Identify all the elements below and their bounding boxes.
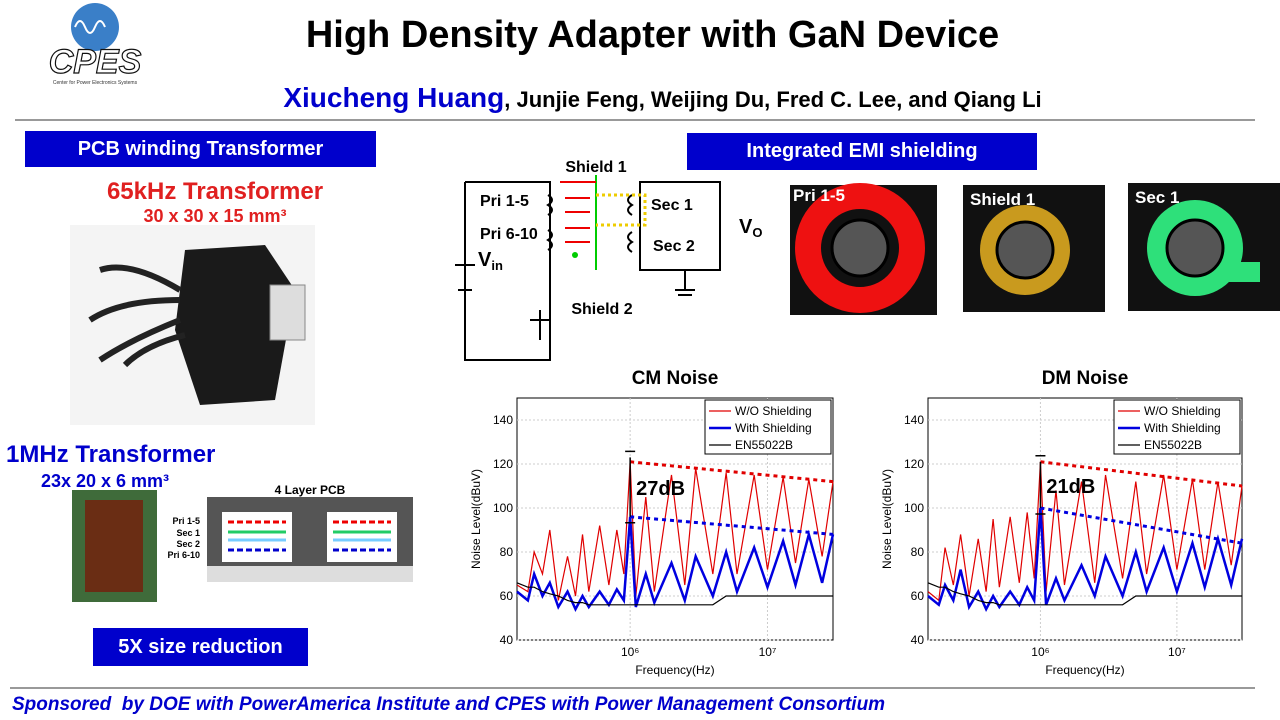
y-axis-label: Noise Level(dBuV) [880,469,894,569]
annotation-text: 27dB [636,478,685,500]
pcb-transformer [85,500,143,592]
arrow-head [1035,455,1046,515]
logo-wave [74,20,106,34]
x-tick-label: 10⁷ [759,645,777,659]
pri-winding [795,183,925,313]
core-hole [1165,218,1225,278]
layer-label: Sec 1 [176,528,200,538]
x-tick-label: 10⁶ [621,645,639,659]
y-tick-label: 80 [500,545,514,559]
sec-tab [1215,262,1260,282]
footer-text: Sponsored by DOE with PowerAmerica Insti… [12,694,886,715]
pcb-window [327,512,397,562]
slide-title: High Density Adapter with GaN Device [305,14,1000,56]
transformer-core [175,245,295,405]
trend-line [1040,506,1243,545]
layer-label: Sec 2 [176,539,200,549]
legend-label: EN55022B [1144,438,1202,452]
data-line [516,582,833,606]
y-tick-label: 140 [904,413,924,427]
chart-title: CM Noise [632,368,719,389]
vin-main: V [478,249,492,271]
y-tick-label: 100 [493,501,513,515]
transformer-pins [269,284,306,341]
vo-sub: O [752,225,762,240]
noise-arrows [565,197,590,243]
pcb-base [207,566,413,582]
chart-title: DM Noise [1042,368,1129,389]
core-hole [830,218,890,278]
legend-label: W/O Shielding [735,404,812,418]
y-tick-label: 120 [493,457,513,471]
transformer-wires [88,264,186,368]
pcb-title: 4 Layer PCB [275,483,346,497]
circuit-label: Sec 2 [653,238,695,255]
authors: Xiucheng Huang, Junjie Feng, Weijing Du,… [0,82,1280,114]
pcb-window [222,512,292,562]
transformer-title: 1MHz Transformer [6,441,216,468]
y-axis-label: Noise Level(dBuV) [469,469,483,569]
vo-label: VO [739,216,762,240]
trend-line [630,460,834,484]
y-tick-label: 40 [500,633,514,647]
vin-label: Vin [478,249,503,273]
y-tick-label: 140 [493,413,513,427]
circuit-wires [455,181,721,361]
transformer-size: 30 x 30 x 15 mm³ [143,206,287,226]
logo-subtitle: Center for Power Electronics Systems [53,80,138,86]
circuit-label: Shield 1 [565,159,626,176]
image-label: Sec 1 [1135,188,1179,207]
x-tick-label: 10⁶ [1031,645,1049,659]
layer-label: Pri 6-10 [167,550,200,560]
trend-line [630,515,834,536]
circuit-label: Pri 6-10 [480,226,538,243]
trend-line [1040,460,1243,488]
y-tick-label: 100 [904,501,924,515]
legend-label: With Shielding [735,421,812,435]
vin-sub: in [491,258,503,273]
logo-text: CPES [49,43,142,81]
circuit-label: Sec 1 [651,197,693,214]
conclusion: 5X size reduction [93,628,308,666]
image-label: Pri 1-5 [793,186,845,205]
section-heading: PCB winding Transformer [25,131,376,167]
legend-label: W/O Shielding [1144,404,1221,418]
coauthors: , Junjie Feng, Weijing Du, Fred C. Lee, … [504,87,1042,112]
pcb-layers [228,520,391,552]
arrow-head [625,450,636,524]
image-label: Shield 1 [970,190,1035,209]
circuit-label: Shield 2 [571,301,632,318]
data-line [516,516,835,613]
transformer-title: 65kHz Transformer [106,178,324,205]
core-hole [995,220,1055,280]
y-tick-label: 120 [904,457,924,471]
transformer-size: 23x 20 x 6 mm³ [40,471,170,491]
x-axis-label: Frequency(Hz) [635,663,714,677]
y-tick-label: 80 [911,545,925,559]
annotation-text: 21dB [1046,476,1095,498]
layer-label: Pri 1-5 [172,516,200,526]
lead-author: Xiucheng Huang [283,82,505,113]
y-tick-label: 40 [911,633,925,647]
section-heading: Integrated EMI shielding [687,133,1037,170]
x-axis-label: Frequency(Hz) [1045,663,1124,677]
y-tick-label: 60 [500,589,514,603]
data-line [927,582,1242,606]
y-tick-label: 60 [911,589,925,603]
shield-loop [596,193,647,227]
node [572,252,578,258]
legend-label: With Shielding [1144,421,1221,435]
vo-main: V [739,216,753,238]
circuit-label: Pri 1-5 [480,193,529,210]
x-tick-label: 10⁷ [1168,645,1186,659]
legend-label: EN55022B [735,438,793,452]
